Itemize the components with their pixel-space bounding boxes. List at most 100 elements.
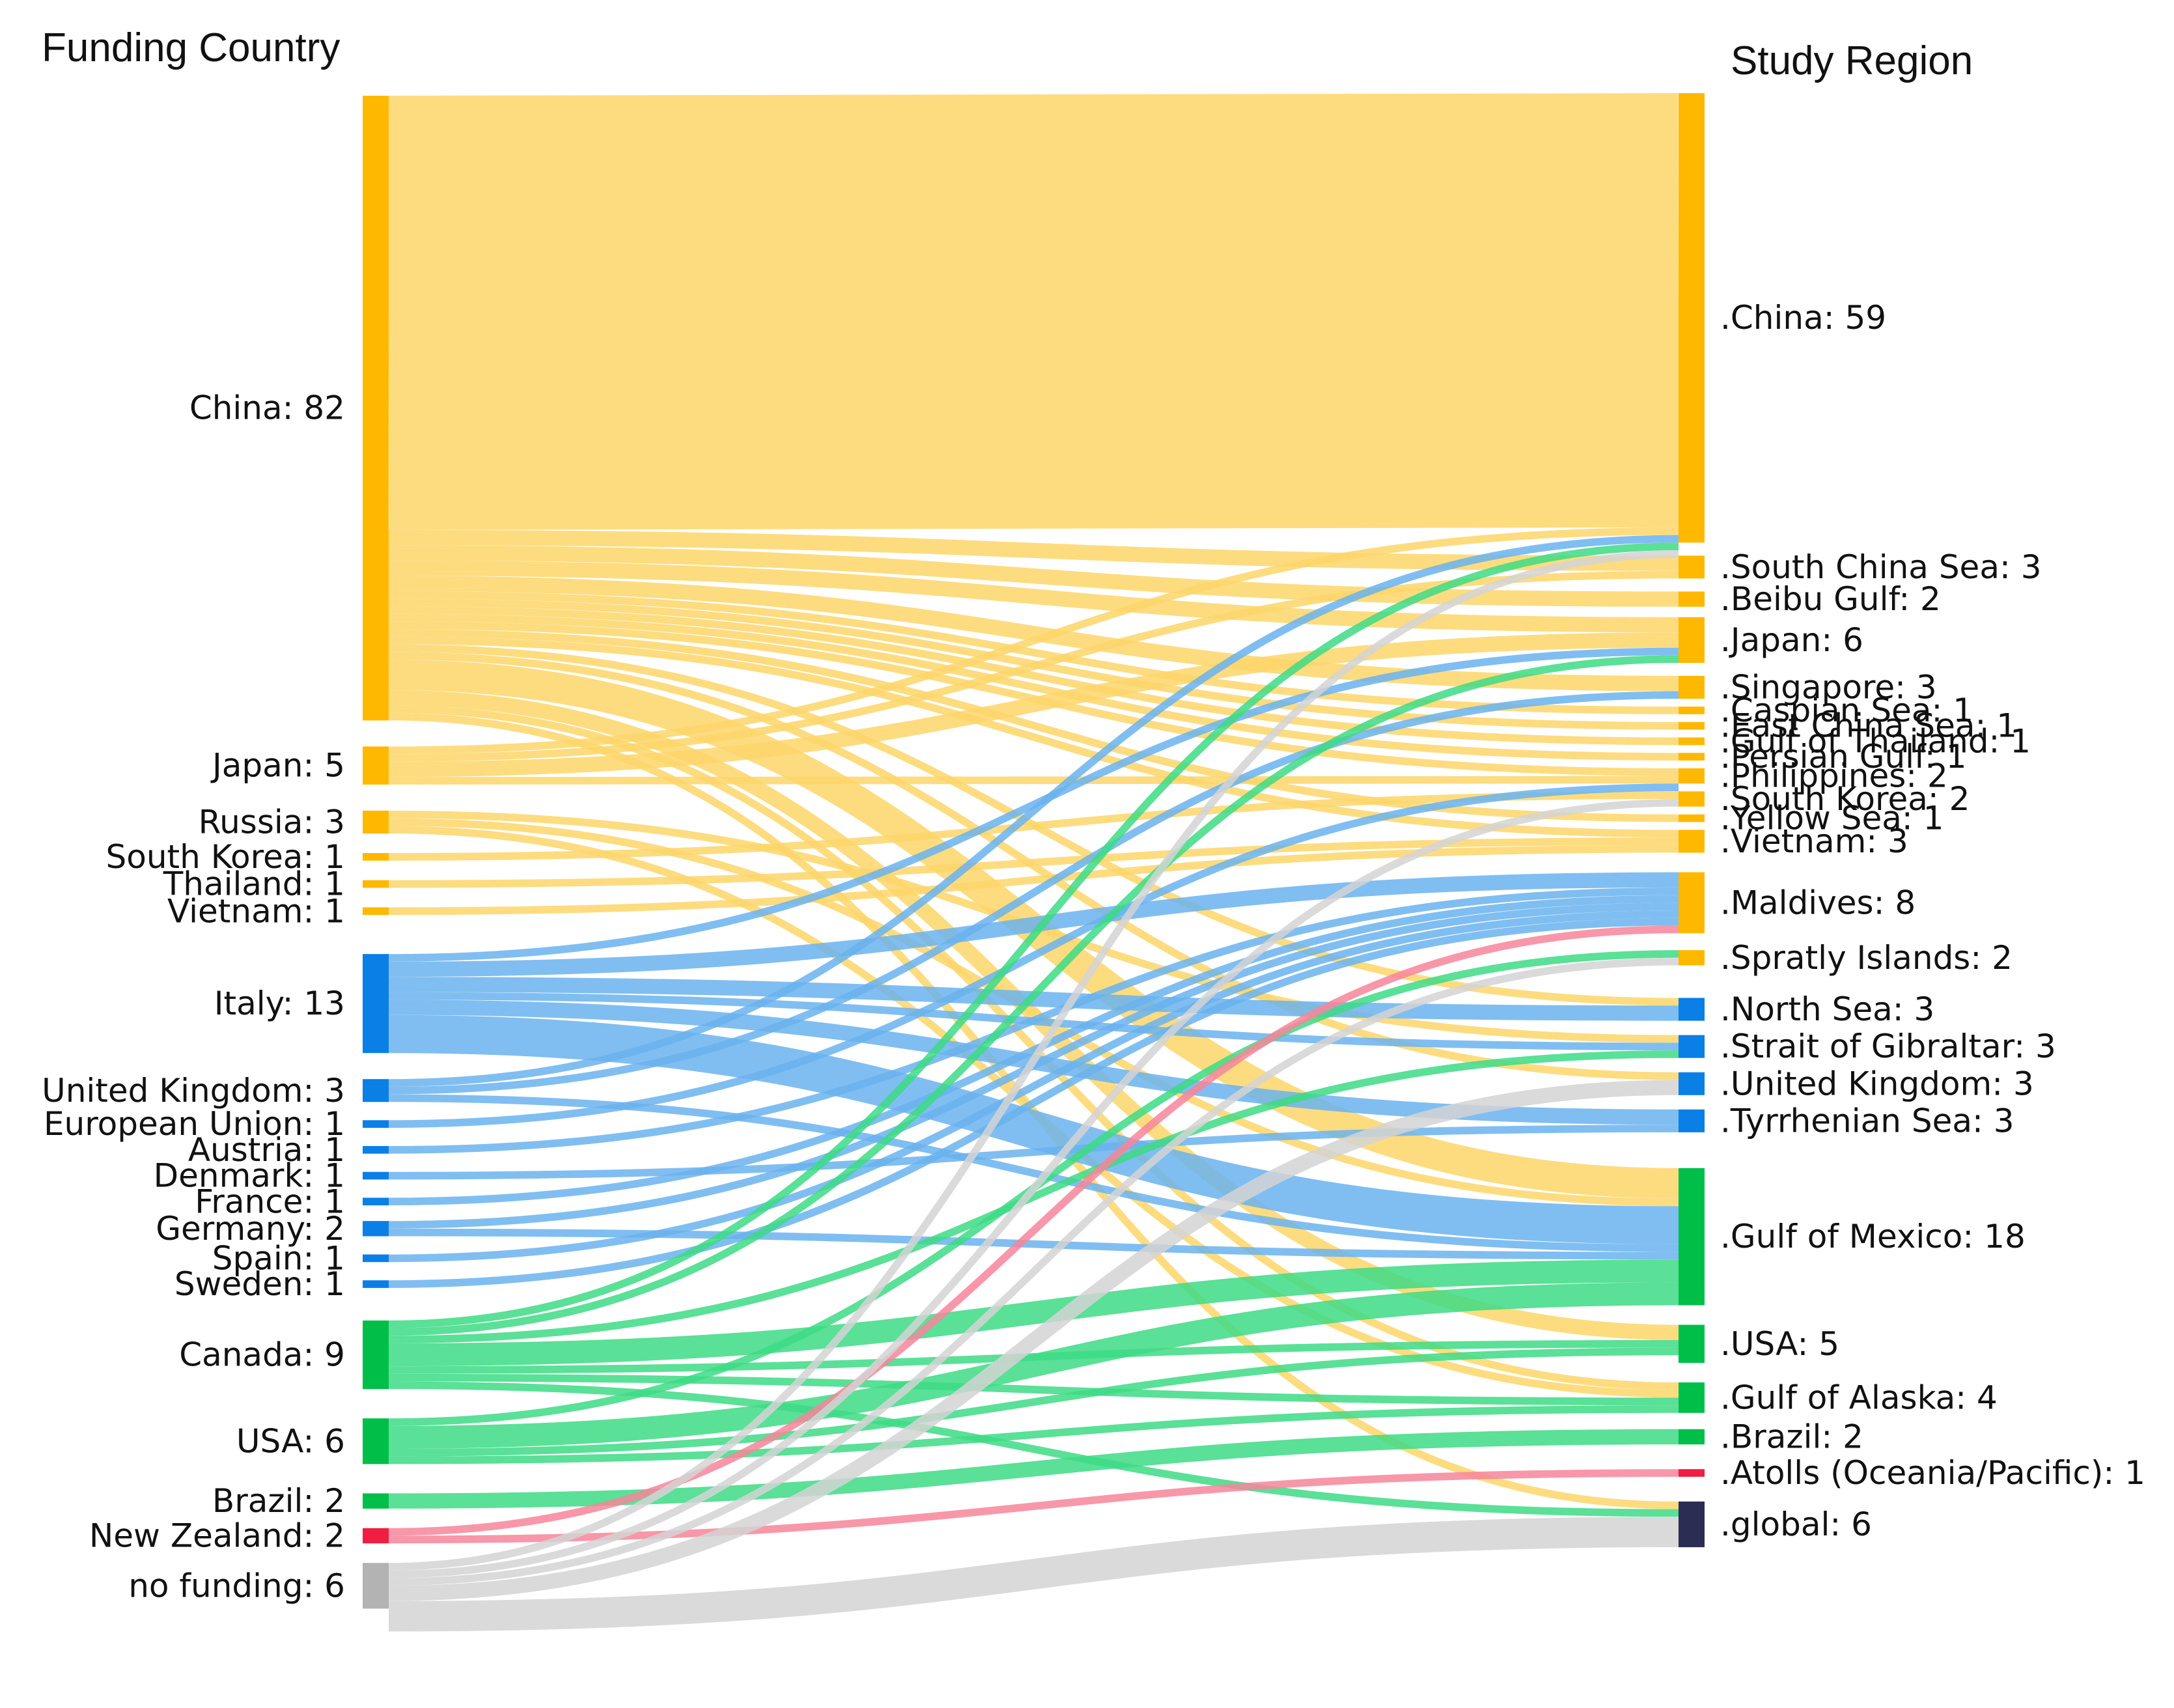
link-japan-to-south-china-sea[interactable] <box>388 570 1679 762</box>
target-node-brazil[interactable] <box>1679 1429 1705 1445</box>
link-china-to-china[interactable] <box>388 93 1679 530</box>
source-node-russia[interactable] <box>363 810 389 833</box>
source-node-new-zealand[interactable] <box>363 1528 389 1544</box>
link-france-to-maldives[interactable] <box>388 895 1679 1206</box>
link-china-to-persian-gulf[interactable] <box>388 613 1679 761</box>
link-south-korea-to-south-korea[interactable] <box>388 791 1679 861</box>
funding-country-title: Funding Country <box>42 25 341 70</box>
link-japan-to-china[interactable] <box>388 527 1679 755</box>
link-usa-to-gulf-of-alaska[interactable] <box>388 1405 1679 1464</box>
source-node-germany[interactable] <box>363 1221 389 1237</box>
link-denmark-to-tyrrhenian-sea[interactable] <box>388 1125 1679 1180</box>
source-node-sweden[interactable] <box>363 1280 389 1288</box>
link-no-funding-to-global[interactable] <box>388 1517 1679 1632</box>
target-node-persian-gulf[interactable] <box>1679 753 1705 761</box>
target-label-south-china-sea: .South China Sea: 3 <box>1720 548 2042 586</box>
source-label-usa: USA: 6 <box>236 1422 345 1460</box>
target-node-south-korea[interactable] <box>1679 791 1705 807</box>
target-node-philippines[interactable] <box>1679 768 1705 784</box>
source-label-china: China: 82 <box>189 389 345 427</box>
target-node-strait-of-gibraltar[interactable] <box>1679 1035 1705 1058</box>
link-united-kingdom-to-china[interactable] <box>388 535 1679 1087</box>
link-canada-to-gulf-of-alaska[interactable] <box>388 1373 1679 1406</box>
link-usa-to-gulf-of-mexico[interactable] <box>388 1282 1679 1449</box>
source-label-russia: Russia: 3 <box>199 803 345 841</box>
source-node-china[interactable] <box>363 96 389 721</box>
target-node-atolls-oceania-pacific[interactable] <box>1679 1469 1705 1477</box>
link-italy-to-japan[interactable] <box>388 647 1679 962</box>
target-node-gulf-of-alaska[interactable] <box>1679 1382 1705 1413</box>
source-node-denmark[interactable] <box>363 1171 389 1180</box>
link-russia-to-gulf-of-mexico[interactable] <box>388 818 1679 1207</box>
target-node-tyrrhenian-sea[interactable] <box>1679 1109 1705 1132</box>
target-node-china[interactable] <box>1679 93 1705 543</box>
link-european-union-to-philippines[interactable] <box>388 783 1679 1128</box>
link-canada-to-strait-of-gibraltar[interactable] <box>388 1050 1679 1343</box>
target-node-usa[interactable] <box>1679 1324 1705 1364</box>
source-node-thailand[interactable] <box>363 880 389 888</box>
target-node-yellow-sea[interactable] <box>1679 814 1705 822</box>
target-node-gulf-of-thailand[interactable] <box>1679 737 1705 746</box>
target-node-global[interactable] <box>1679 1501 1705 1548</box>
target-node-spratly-islands[interactable] <box>1679 950 1705 966</box>
target-node-caspian-sea[interactable] <box>1679 707 1705 714</box>
target-node-north-sea[interactable] <box>1679 998 1705 1021</box>
source-node-canada[interactable] <box>363 1320 389 1390</box>
target-node-gulf-of-mexico[interactable] <box>1679 1168 1705 1306</box>
link-canada-to-china[interactable] <box>388 542 1679 1328</box>
source-node-vietnam[interactable] <box>363 907 389 916</box>
link-china-to-south-china-sea[interactable] <box>388 529 1679 571</box>
source-label-thailand: Thailand: 1 <box>163 865 345 903</box>
source-label-austria: Austria: 1 <box>188 1131 345 1169</box>
source-node-european-union[interactable] <box>363 1120 389 1128</box>
link-italy-to-maldives[interactable] <box>388 872 1679 977</box>
source-label-italy: Italy: 13 <box>214 985 345 1022</box>
link-china-to-gulf-of-thailand[interactable] <box>388 606 1679 746</box>
source-node-south-korea[interactable] <box>363 853 389 861</box>
source-label-vietnam: Vietnam: 1 <box>167 892 345 930</box>
source-node-france[interactable] <box>363 1197 389 1206</box>
link-united-kingdom-to-gulf-of-mexico[interactable] <box>388 1094 1679 1252</box>
link-canada-to-japan[interactable] <box>388 655 1679 1336</box>
link-austria-to-maldives[interactable] <box>388 887 1679 1154</box>
source-node-japan[interactable] <box>363 746 389 785</box>
target-node-east-china-sea[interactable] <box>1679 721 1705 730</box>
source-label-south-korea: South Korea: 1 <box>105 838 345 876</box>
target-node-maldives[interactable] <box>1679 872 1705 934</box>
link-new-zealand-to-atolls-oceania-pacific[interactable] <box>388 1469 1679 1544</box>
link-no-funding-to-spratly-islands[interactable] <box>388 957 1679 1586</box>
source-node-usa[interactable] <box>363 1418 389 1464</box>
target-label-yellow-sea: .Yellow Sea: 1 <box>1720 800 1944 837</box>
target-node-beibu-gulf[interactable] <box>1679 591 1705 607</box>
source-node-brazil[interactable] <box>363 1493 389 1509</box>
target-node-singapore[interactable] <box>1679 676 1705 699</box>
target-node-south-china-sea[interactable] <box>1679 555 1705 579</box>
link-no-funding-to-south-korea[interactable] <box>388 799 1679 1578</box>
target-label-north-sea: .North Sea: 3 <box>1720 990 1934 1028</box>
link-sweden-to-maldives[interactable] <box>388 917 1679 1288</box>
link-new-zealand-to-maldives[interactable] <box>388 925 1679 1536</box>
link-china-to-vietnam[interactable] <box>388 636 1679 838</box>
link-united-kingdom-to-singapore[interactable] <box>388 691 1679 1095</box>
target-node-japan[interactable] <box>1679 617 1705 663</box>
target-label-gulf-of-mexico: .Gulf of Mexico: 18 <box>1720 1218 2026 1255</box>
source-node-italy[interactable] <box>363 954 389 1054</box>
link-canada-to-gulf-of-mexico[interactable] <box>388 1259 1679 1367</box>
target-label-gulf-of-thailand: .Gulf of Thailand: 1 <box>1720 722 2031 760</box>
target-node-united-kingdom[interactable] <box>1679 1072 1705 1095</box>
target-node-vietnam[interactable] <box>1679 830 1705 853</box>
link-spain-to-maldives[interactable] <box>388 910 1679 1263</box>
link-no-funding-to-united-kingdom[interactable] <box>388 1080 1679 1601</box>
source-node-united-kingdom[interactable] <box>363 1079 389 1102</box>
source-node-spain[interactable] <box>363 1254 389 1263</box>
target-label-persian-gulf: .Persian Gulf: 1 <box>1720 738 1966 776</box>
link-china-to-singapore[interactable] <box>388 576 1679 692</box>
link-thailand-to-vietnam[interactable] <box>388 837 1679 888</box>
source-node-no-funding[interactable] <box>363 1563 389 1609</box>
link-usa-to-usa[interactable] <box>388 1347 1679 1457</box>
link-no-funding-to-china[interactable] <box>388 550 1679 1571</box>
link-japan-to-philippines[interactable] <box>388 776 1679 785</box>
link-japan-to-japan[interactable] <box>388 632 1679 777</box>
source-node-austria[interactable] <box>363 1146 389 1154</box>
source-label-germany: Germany: 2 <box>156 1210 345 1248</box>
